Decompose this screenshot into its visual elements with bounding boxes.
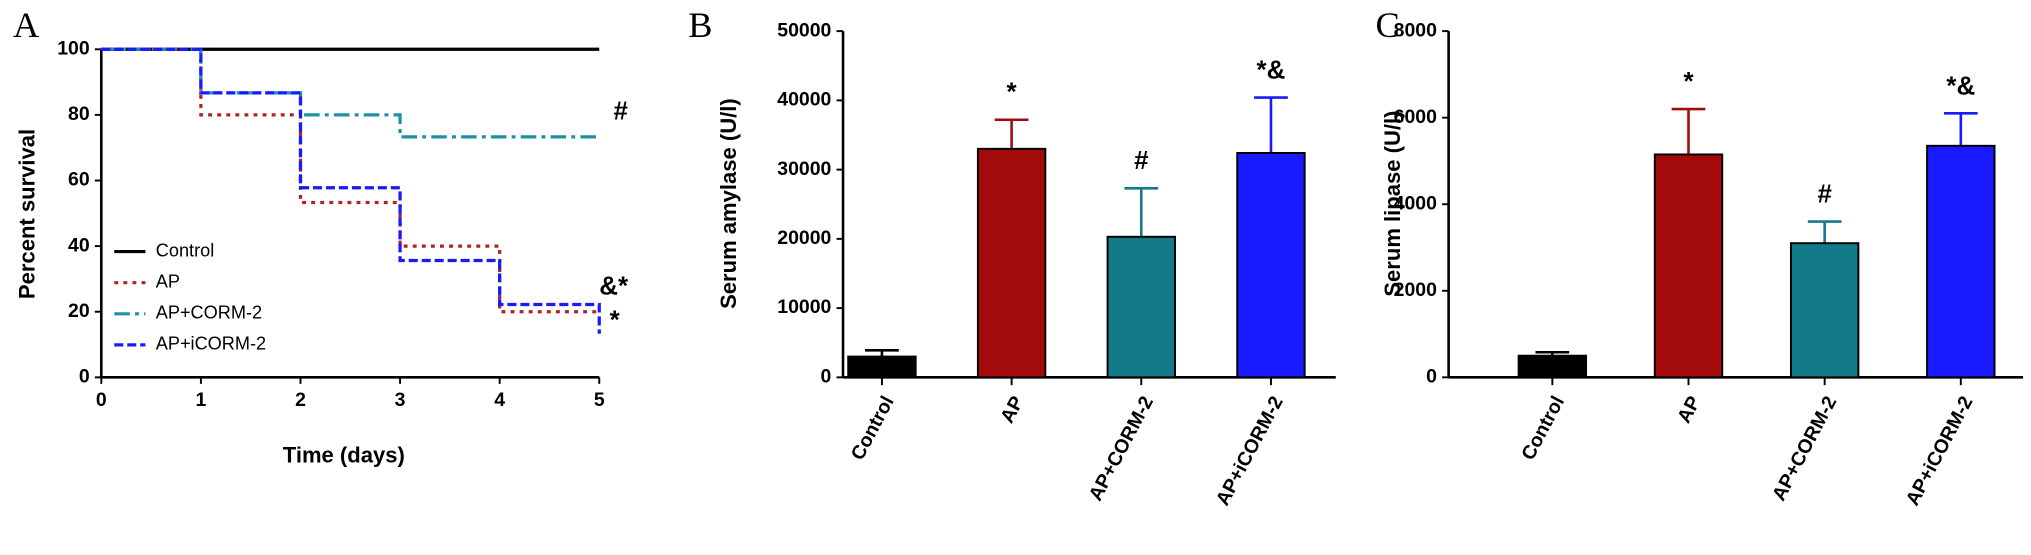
y-tick-label: 0 bbox=[79, 365, 90, 387]
x-tick-label: Control bbox=[1517, 393, 1569, 464]
x-tick-label: 3 bbox=[395, 389, 406, 411]
bar bbox=[1517, 354, 1588, 379]
x-tick-label: AP+iCORM-2 bbox=[1902, 392, 1978, 509]
x-tick-label: 0 bbox=[96, 389, 107, 411]
annotation: * bbox=[610, 306, 621, 334]
legend-label: Control bbox=[156, 240, 214, 260]
x-tick-label: 5 bbox=[594, 389, 605, 411]
y-axis-label: Percent survival bbox=[15, 129, 40, 299]
x-tick-label: AP+CORM-2 bbox=[1085, 392, 1159, 504]
x-tick-label: 4 bbox=[494, 389, 505, 411]
bar bbox=[847, 355, 917, 379]
x-tick-label: AP bbox=[1673, 393, 1705, 427]
y-tick-label: 60 bbox=[68, 169, 90, 191]
annotation: *& bbox=[1257, 57, 1286, 85]
x-tick-label: Control bbox=[847, 393, 899, 464]
panel-label: C bbox=[1376, 5, 1400, 45]
x-tick-label: AP+CORM-2 bbox=[1768, 392, 1842, 504]
y-tick-label: 0 bbox=[821, 365, 832, 387]
bar bbox=[1653, 153, 1724, 379]
annotation: # bbox=[1134, 147, 1148, 175]
y-tick-label: 40 bbox=[68, 234, 90, 256]
legend-label: AP+CORM-2 bbox=[156, 303, 262, 323]
legend-label: AP+iCORM-2 bbox=[156, 334, 266, 354]
y-tick-label: 4000 bbox=[1394, 192, 1437, 214]
bar bbox=[976, 147, 1047, 379]
bar bbox=[1106, 235, 1176, 379]
y-tick-label: 10000 bbox=[777, 296, 831, 318]
y-tick-label: 80 bbox=[68, 103, 90, 125]
y-axis-label: Serum lipase (U/l) bbox=[1380, 111, 1405, 297]
y-tick-label: 2000 bbox=[1394, 279, 1437, 301]
x-axis-label: Time (days) bbox=[283, 442, 405, 467]
y-tick-label: 8000 bbox=[1394, 19, 1437, 41]
x-tick-label: AP+iCORM-2 bbox=[1212, 392, 1288, 509]
legend-label: AP bbox=[156, 271, 180, 291]
survival-line bbox=[101, 47, 600, 139]
y-tick-label: 30000 bbox=[777, 158, 831, 180]
y-tick-label: 100 bbox=[57, 37, 90, 59]
x-tick-label: AP bbox=[996, 393, 1028, 427]
y-tick-label: 6000 bbox=[1394, 106, 1437, 128]
bar bbox=[1926, 144, 1996, 379]
annotation: * bbox=[1007, 79, 1018, 107]
annotation: &* bbox=[599, 273, 629, 301]
annotation: # bbox=[614, 98, 628, 126]
y-tick-label: 20 bbox=[68, 300, 90, 322]
y-tick-label: 50000 bbox=[777, 19, 831, 41]
annotation: * bbox=[1683, 68, 1694, 96]
annotation: *& bbox=[1946, 72, 1975, 100]
y-axis-label: Serum amylase (U/l) bbox=[716, 98, 741, 309]
panel: B Serum amylase (U/l) 0 10000 20000 30000 4000… bbox=[688, 5, 1336, 509]
y-tick-label: 40000 bbox=[777, 89, 831, 111]
panel-label: B bbox=[688, 5, 712, 45]
panel: A Percent survival 0 20 40 60 80 100 0 1 2 3 4 5 Time … bbox=[13, 5, 629, 467]
y-tick-label: 0 bbox=[1426, 365, 1437, 387]
y-tick-label: 20000 bbox=[777, 227, 831, 249]
x-tick-label: 2 bbox=[295, 389, 306, 411]
bar bbox=[1236, 152, 1306, 379]
annotation: # bbox=[1817, 180, 1831, 208]
panel: C Serum lipase (U/l) 0 2000 4000 6000 8000 Cont… bbox=[1376, 5, 2024, 509]
bar bbox=[1789, 242, 1860, 379]
panel-label: A bbox=[13, 5, 39, 45]
x-tick-label: 1 bbox=[195, 389, 206, 411]
